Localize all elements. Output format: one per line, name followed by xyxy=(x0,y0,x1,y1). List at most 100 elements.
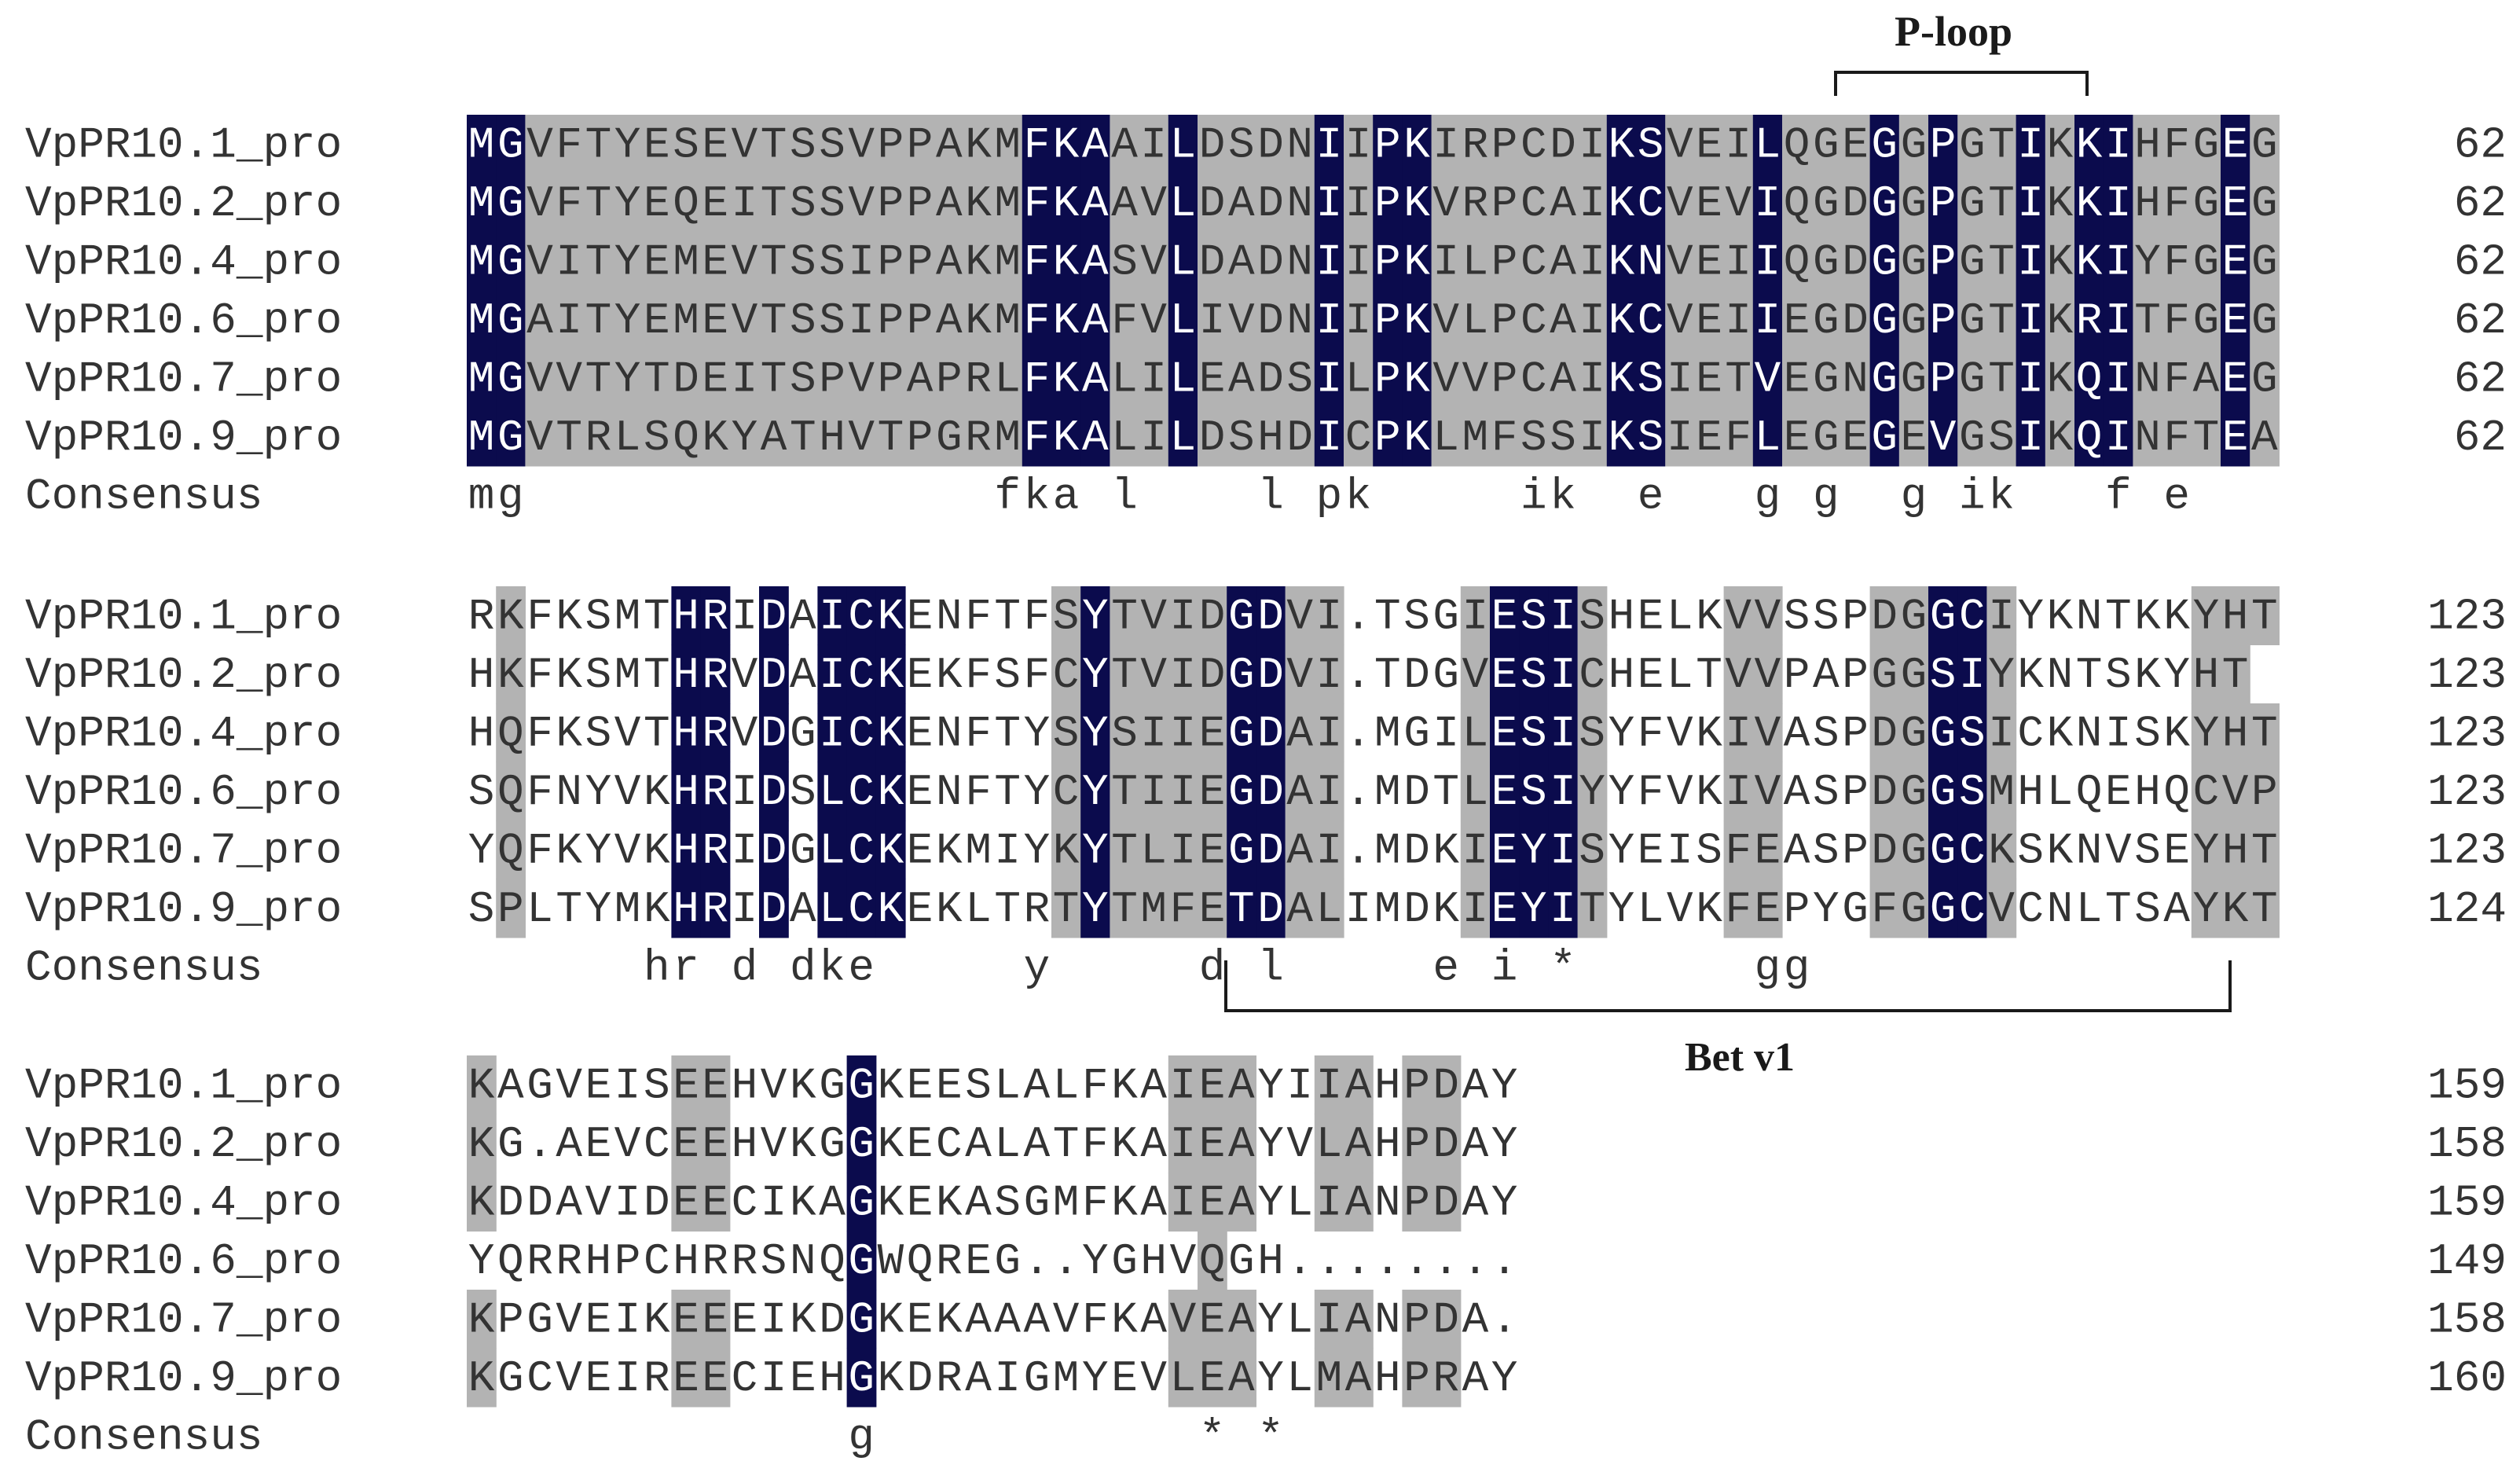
similar-residue-shade xyxy=(1139,644,1169,704)
similar-residue-shade xyxy=(759,349,789,408)
bet-v1-bracket xyxy=(1224,960,2232,1012)
residue: G xyxy=(1871,295,1898,346)
similar-residue-shade xyxy=(1402,1348,1432,1408)
residue: M xyxy=(1988,767,2015,817)
residue: E xyxy=(2222,354,2249,405)
residue: T xyxy=(644,354,670,405)
similar-residue-shade xyxy=(1694,290,1725,350)
residue: K xyxy=(1111,1061,1138,1111)
similar-residue-shade xyxy=(2250,762,2280,821)
identical-residue-shade xyxy=(671,644,702,704)
residue: V xyxy=(1667,120,1693,171)
residue: D xyxy=(1257,650,1284,700)
identical-residue-shade xyxy=(1606,349,1637,408)
residue: I xyxy=(1550,592,1576,642)
residue: Y xyxy=(2134,237,2161,288)
similar-residue-shade xyxy=(1139,349,1169,408)
residue: L xyxy=(1345,354,1372,405)
residue: I xyxy=(1316,767,1343,817)
similar-residue-shade xyxy=(1402,1114,1432,1173)
residue: A xyxy=(556,1119,582,1169)
residue: A xyxy=(1784,767,1810,817)
residue: I xyxy=(1462,826,1489,876)
similar-residue-shade xyxy=(1519,173,1549,233)
similar-residue-shade xyxy=(1051,820,1081,879)
identical-residue-shade xyxy=(1168,115,1198,174)
identical-residue-shade xyxy=(846,1348,877,1408)
similar-residue-shade xyxy=(1665,232,1695,291)
similar-residue-shade xyxy=(1460,290,1491,350)
similar-residue-shade xyxy=(992,349,1023,408)
identical-residue-shade xyxy=(2221,173,2250,233)
residue: I xyxy=(1316,1061,1343,1111)
identical-residue-shade xyxy=(1548,820,1579,879)
similar-residue-shade xyxy=(1840,232,1871,291)
residue: K xyxy=(1053,237,1080,288)
residue: G xyxy=(1959,120,1986,171)
residue: Y xyxy=(1082,1353,1109,1404)
similar-residue-shade xyxy=(1577,644,1608,704)
similar-residue-shade xyxy=(671,1290,702,1349)
residue: K xyxy=(878,1295,904,1345)
residue: I xyxy=(1140,413,1167,463)
residue: F xyxy=(2163,295,2190,346)
consensus-residue: g xyxy=(1755,472,1781,522)
residue: K xyxy=(1053,413,1080,463)
residue: E xyxy=(585,1353,612,1404)
similar-residue-shade xyxy=(2191,762,2221,821)
residue: V xyxy=(848,413,875,463)
residue: L xyxy=(1755,120,1781,171)
identical-residue-shade xyxy=(2016,232,2046,291)
residue: E xyxy=(1696,178,1722,229)
residue: I xyxy=(848,237,875,288)
similar-residue-shade xyxy=(1285,762,1315,821)
identical-residue-shade xyxy=(846,703,877,762)
residue: E xyxy=(790,1353,816,1404)
similar-residue-shade xyxy=(1898,820,1929,879)
residue: V xyxy=(526,237,553,288)
similar-residue-shade xyxy=(1110,115,1140,174)
sequence-name: VpPR10.1_pro xyxy=(25,1061,342,1111)
residue: T xyxy=(1111,650,1138,700)
residue: P xyxy=(1842,650,1869,700)
similar-residue-shade xyxy=(1256,115,1286,174)
similar-residue-shade xyxy=(1723,879,1754,938)
similar-residue-shade xyxy=(613,115,643,174)
residue: K xyxy=(2047,178,2074,229)
residue: T xyxy=(1988,295,2015,346)
residue: K xyxy=(878,1061,904,1111)
residue: V xyxy=(732,650,758,700)
identical-residue-shade xyxy=(1606,290,1637,350)
identical-residue-shade xyxy=(1928,644,1958,704)
residue: G xyxy=(1959,413,1986,463)
similar-residue-shade xyxy=(1314,1348,1344,1408)
similar-residue-shade xyxy=(1256,173,1286,233)
sequence-name: VpPR10.4_pro xyxy=(25,709,342,759)
residue: A xyxy=(1228,1119,1255,1169)
similar-residue-shade xyxy=(1285,115,1315,174)
similar-residue-shade xyxy=(1110,644,1140,704)
similar-residue-shade xyxy=(1198,703,1227,762)
similar-residue-shade xyxy=(788,407,818,467)
identical-residue-shade xyxy=(817,762,848,821)
identical-residue-shade xyxy=(671,762,702,821)
residue: C xyxy=(732,1178,758,1228)
residue: E xyxy=(2222,178,2249,229)
residue: A xyxy=(1140,1119,1167,1169)
residue: K xyxy=(2076,237,2103,288)
residue: Y xyxy=(468,826,495,876)
residue: E xyxy=(1199,1178,1226,1228)
similar-residue-shade xyxy=(525,407,556,467)
similar-residue-shade xyxy=(700,1290,731,1349)
residue: P xyxy=(1930,295,1957,346)
identical-residue-shade xyxy=(1928,407,1958,467)
residue: P xyxy=(1491,295,1518,346)
residue: R xyxy=(702,592,728,642)
residue: Y xyxy=(1579,767,1605,817)
sequence-name: VpPR10.9_pro xyxy=(25,1353,342,1404)
similar-residue-shade xyxy=(963,407,994,467)
identical-residue-shade xyxy=(2074,407,2104,467)
residue: P xyxy=(936,354,963,405)
residue: F xyxy=(526,650,553,700)
similar-residue-shade xyxy=(1168,1173,1198,1232)
